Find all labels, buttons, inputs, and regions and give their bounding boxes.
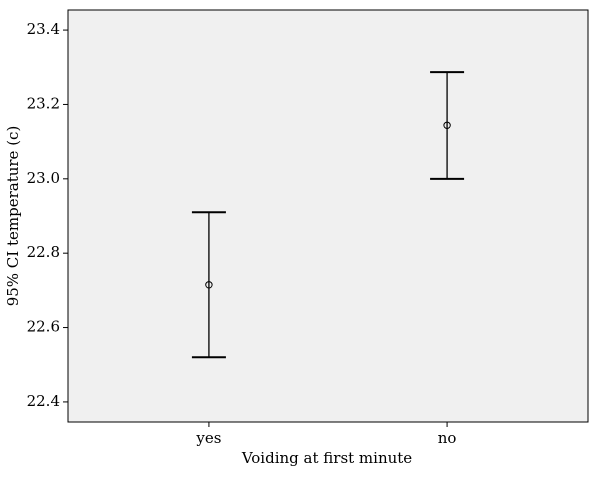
x-axis-label: Voiding at first minute: [241, 449, 412, 467]
mean-point: [443, 121, 451, 129]
x-tick-label: yes: [195, 429, 221, 447]
y-tick-label: 23.0: [27, 169, 60, 187]
y-tick-label: 23.2: [27, 94, 60, 112]
y-tick-label: 23.4: [27, 20, 60, 38]
y-tick-label: 22.6: [27, 318, 60, 336]
y-tick-label: 22.8: [27, 243, 60, 261]
mean-point: [205, 281, 213, 289]
x-tick-label: no: [438, 429, 457, 447]
y-axis-label: 95% CI temperature (c): [4, 126, 22, 307]
y-tick-label: 22.4: [27, 392, 60, 410]
plot-area: [67, 9, 589, 423]
